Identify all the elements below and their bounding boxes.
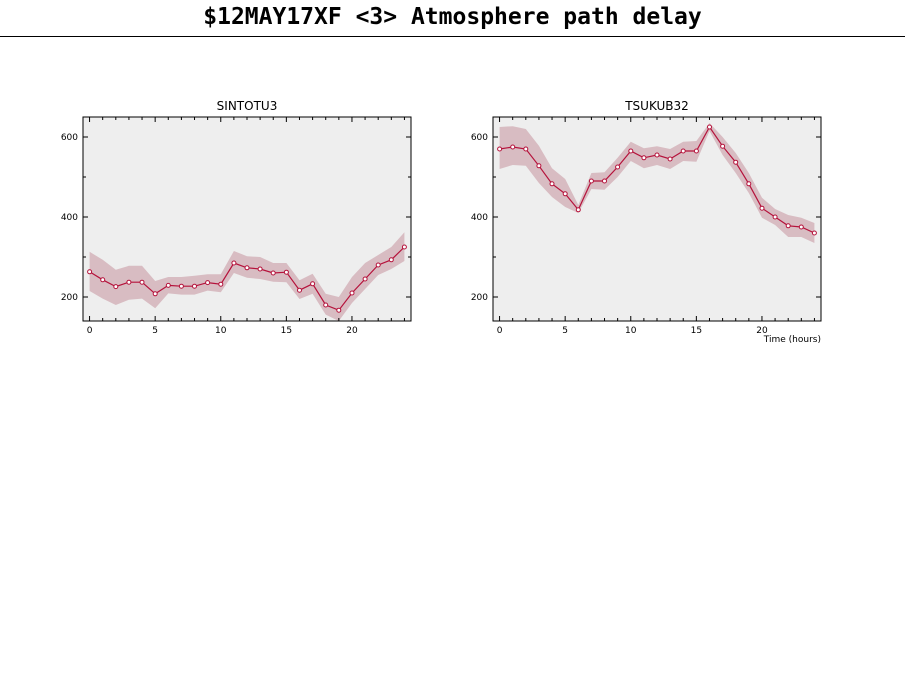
chart-title: TSUKUB32 bbox=[624, 99, 689, 113]
x-tick-label: 20 bbox=[756, 326, 768, 336]
uncertainty-band bbox=[499, 123, 815, 243]
data-point bbox=[536, 163, 542, 169]
data-point bbox=[178, 283, 184, 289]
data-point bbox=[588, 178, 594, 184]
x-tick-label: 5 bbox=[152, 326, 158, 336]
data-point bbox=[523, 146, 529, 152]
data-point bbox=[401, 244, 407, 250]
data-point bbox=[231, 260, 237, 266]
x-axis-label: Time (hours) bbox=[763, 335, 821, 345]
data-point bbox=[139, 279, 145, 285]
data-point bbox=[654, 152, 660, 158]
x-tick-label: 15 bbox=[281, 326, 292, 336]
data-point bbox=[733, 159, 739, 165]
y-tick-label: 400 bbox=[471, 213, 488, 223]
data-point bbox=[628, 148, 634, 154]
y-tick-label: 200 bbox=[471, 293, 488, 303]
data-point bbox=[297, 287, 302, 293]
x-tick-label: 20 bbox=[346, 326, 358, 336]
data-point bbox=[323, 302, 329, 308]
data-point bbox=[746, 181, 752, 187]
data-point bbox=[811, 230, 817, 236]
data-point bbox=[759, 205, 765, 211]
data-point bbox=[362, 276, 368, 282]
x-tick-label: 5 bbox=[562, 326, 568, 336]
data-point bbox=[510, 144, 516, 150]
data-point bbox=[549, 181, 555, 187]
data-point bbox=[707, 124, 712, 130]
data-point bbox=[575, 207, 581, 213]
page-title: $12MAY17XF <3> Atmosphere path delay bbox=[203, 4, 702, 30]
data-point bbox=[87, 269, 93, 275]
data-point bbox=[720, 143, 726, 149]
uncertainty-band bbox=[89, 232, 405, 321]
data-point bbox=[388, 257, 394, 263]
data-point bbox=[336, 307, 342, 313]
data-point bbox=[257, 266, 263, 272]
data-point bbox=[693, 148, 699, 154]
title-divider bbox=[0, 36, 905, 37]
data-point bbox=[562, 191, 568, 197]
data-point bbox=[283, 269, 289, 275]
data-point bbox=[165, 282, 171, 288]
data-point bbox=[349, 290, 355, 296]
data-point bbox=[615, 164, 621, 170]
data-point bbox=[218, 281, 224, 287]
data-point bbox=[126, 279, 132, 285]
x-tick-label: 15 bbox=[691, 326, 702, 336]
y-tick-label: 200 bbox=[61, 293, 78, 303]
data-point bbox=[772, 214, 778, 220]
y-tick-label: 600 bbox=[61, 133, 78, 143]
data-point bbox=[641, 155, 647, 161]
data-point bbox=[192, 283, 197, 289]
x-tick-label: 10 bbox=[215, 326, 227, 336]
data-point bbox=[205, 280, 211, 286]
y-tick-label: 400 bbox=[61, 213, 78, 223]
chart-tsukub32: 0 5 10 15 20 200 400 600 TSUKUB32 Time (hours) bbox=[471, 99, 822, 345]
data-point bbox=[100, 277, 106, 283]
data-point bbox=[667, 156, 673, 162]
data-point bbox=[497, 146, 503, 152]
x-tick-label: 10 bbox=[625, 326, 637, 336]
data-point bbox=[310, 281, 316, 287]
data-point bbox=[152, 291, 158, 297]
data-point bbox=[113, 284, 119, 290]
chart-sintotu3: 0 5 10 15 20 200 400 600 SINTOTU3 bbox=[61, 99, 412, 336]
x-tick-label: 0 bbox=[87, 326, 93, 336]
data-point bbox=[798, 224, 804, 230]
data-point bbox=[244, 265, 250, 271]
x-tick-label: 0 bbox=[497, 326, 503, 336]
data-point bbox=[680, 148, 686, 154]
data-point bbox=[375, 262, 381, 268]
chart-title: SINTOTU3 bbox=[217, 99, 278, 113]
data-point bbox=[602, 178, 607, 184]
y-tick-label: 600 bbox=[471, 133, 488, 143]
data-point bbox=[785, 223, 791, 229]
data-point bbox=[270, 270, 276, 276]
